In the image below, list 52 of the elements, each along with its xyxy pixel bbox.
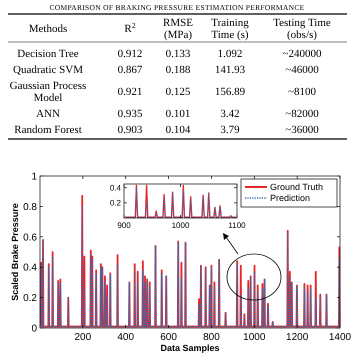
text: 0.104 [166, 124, 190, 136]
text: Gaussian Process Model [10, 80, 86, 104]
text: 0.101 [166, 108, 190, 120]
y-tick-label: 0.8 [23, 202, 38, 213]
text: Decision Tree [17, 48, 79, 60]
y-tick-label: 0.4 [110, 184, 122, 193]
y-tick-label: 0 [31, 324, 38, 334]
text: 3.79 [220, 124, 240, 136]
text: Random Forest [14, 124, 82, 136]
x-tick-label: 1100 [228, 221, 246, 230]
y-axis-title: Scaled Brake Pressure [10, 203, 20, 301]
legend-label: Ground Truth [270, 182, 324, 192]
x-tick-label: 1000 [172, 221, 190, 230]
x-tick-label: 1000 [243, 332, 266, 343]
category-label: Methods [28, 23, 68, 35]
text: 3.42 [220, 108, 240, 120]
category-label: R$^{2}$ [124, 20, 136, 35]
text: Quadratic SVM [13, 64, 83, 76]
category-label: Training Time (s) [211, 17, 250, 41]
text: ~8100 [288, 86, 316, 98]
y-tick-label: 0.4 [23, 262, 38, 274]
text: 141.93 [214, 64, 246, 76]
y-tick-label: 1 [31, 172, 38, 182]
x-tick-label: 1200 [286, 332, 309, 343]
text: ~46000 [285, 64, 319, 76]
text: 0.867 [118, 64, 142, 76]
text: 0.133 [166, 48, 190, 60]
legend-label: Prediction [270, 193, 310, 203]
text: 0.188 [166, 64, 190, 76]
x-tick-label: 400 [117, 332, 134, 343]
x-axis-title: Data Samples [160, 343, 220, 353]
text: 1.092 [218, 48, 242, 60]
y-tick-label: 0.6 [23, 232, 38, 244]
x-tick-label: 900 [117, 221, 132, 230]
text: ANN [36, 108, 60, 120]
y-tick-label: 0.2 [23, 293, 38, 304]
text: 0.921 [118, 86, 142, 98]
x-tick-label: 800 [203, 332, 220, 343]
text: 0.903 [118, 124, 142, 136]
text: ~82000 [285, 108, 319, 120]
text: 156.89 [214, 86, 246, 98]
y-tick-label: 0.2 [110, 198, 122, 208]
x-tick-label: 1400 [328, 332, 352, 343]
category-label: Testing Time (obs/s) [273, 17, 331, 41]
text: 0.935 [118, 108, 142, 120]
x-tick-label: 600 [160, 332, 178, 343]
category-label: RMSE (MPa) [163, 17, 194, 41]
text: ~240000 [282, 48, 322, 60]
text: ~36000 [285, 124, 319, 136]
text: 0.912 [118, 48, 142, 60]
x-tick-label: 200 [74, 332, 92, 343]
text: 0.125 [166, 86, 190, 98]
